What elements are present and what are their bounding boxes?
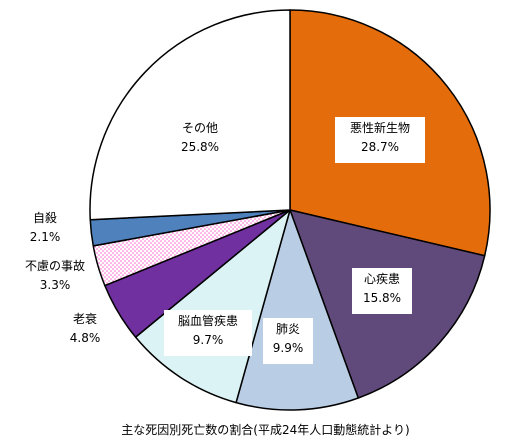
slice-value-label: 25.8% — [181, 140, 219, 154]
slice-value-label: 28.7% — [361, 140, 399, 154]
slice-label-box — [335, 117, 425, 163]
slice-value-label: 4.8% — [70, 331, 101, 345]
slice-name-label: 不慮の事故 — [25, 258, 85, 273]
pie-labels: 悪性新生物 28.7% 心疾患 15.8% 肺炎 9.9% 脳血管疾患 9.7% 老衰 4.8% 不… — [25, 117, 425, 364]
slice-name-label: 老衰 — [73, 311, 97, 326]
pie-slice — [89, 9, 291, 221]
slice-value-label: 9.7% — [193, 333, 224, 347]
slice-name-label: その他 — [182, 121, 218, 135]
slice-value-label: 9.9% — [273, 341, 304, 355]
pie-slices — [89, 9, 491, 411]
slice-name-label: 脳血管疾患 — [178, 313, 238, 328]
slice-label-box — [352, 268, 412, 314]
slice-label-box — [263, 318, 313, 364]
slice-name-label: 自殺 — [33, 211, 57, 225]
slice-name-label: 心疾患 — [364, 271, 400, 286]
slice-label-box — [164, 310, 252, 356]
slice-value-label: 15.8% — [363, 291, 401, 305]
slice-value-label: 2.1% — [30, 230, 61, 244]
slice-name-label: 肺炎 — [276, 322, 300, 336]
chart-caption: 主な死因別死亡数の割合(平成24年人口動態統計より) — [121, 423, 410, 437]
slice-name-label: 悪性新生物 — [350, 120, 410, 135]
slice-value-label: 3.3% — [40, 278, 71, 292]
